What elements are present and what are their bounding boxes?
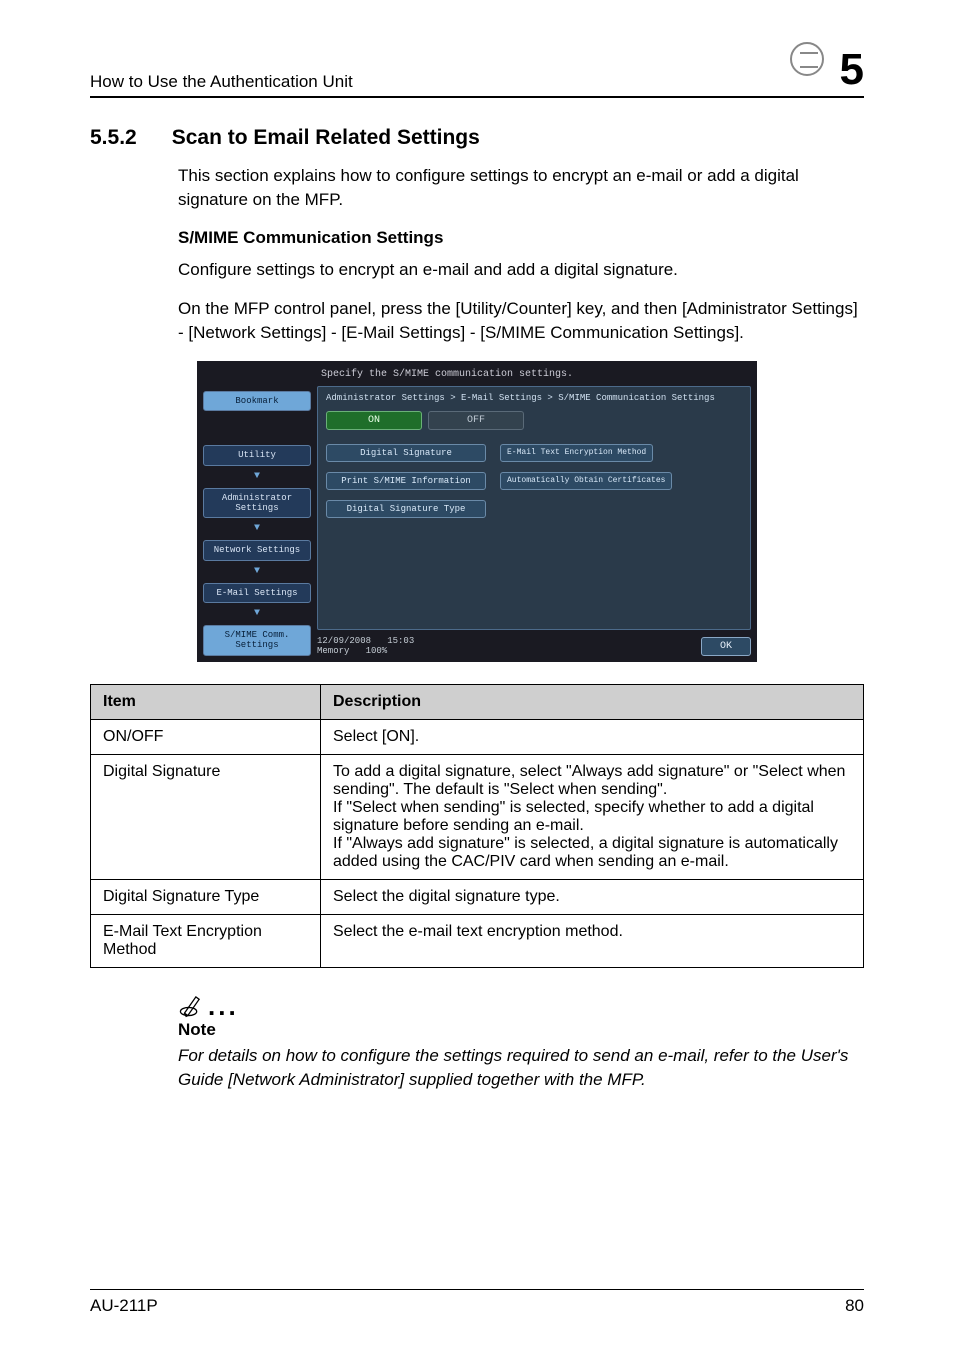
note-dots-icon: ... bbox=[208, 999, 239, 1015]
paragraph-1: Configure settings to encrypt an e-mail … bbox=[178, 258, 864, 282]
settings-table: Item Description ON/OFFSelect [ON].Digit… bbox=[90, 684, 864, 968]
panel-digital-signature-button[interactable]: Digital Signature bbox=[326, 444, 486, 462]
table-cell-item: Digital Signature bbox=[91, 754, 321, 879]
subheading: S/MIME Communication Settings bbox=[178, 228, 864, 248]
panel-network-settings-button[interactable]: Network Settings bbox=[203, 540, 311, 560]
panel-on-button[interactable]: ON bbox=[326, 411, 422, 430]
table-cell-desc: Select the digital signature type. bbox=[321, 879, 864, 914]
table-cell-desc: Select [ON]. bbox=[321, 719, 864, 754]
panel-instruction: Specify the S/MIME communication setting… bbox=[317, 367, 751, 386]
chapter-number: 5 bbox=[840, 45, 864, 94]
panel-ok-button[interactable]: OK bbox=[701, 637, 751, 656]
table-header-item: Item bbox=[91, 684, 321, 719]
table-cell-desc: To add a digital signature, select "Alwa… bbox=[321, 754, 864, 879]
table-cell-item: ON/OFF bbox=[91, 719, 321, 754]
panel-admin-settings-button[interactable]: Administrator Settings bbox=[203, 488, 311, 519]
panel-date: 12/09/2008 bbox=[317, 636, 371, 646]
section-title: Scan to Email Related Settings bbox=[172, 126, 480, 149]
header-decor-icon bbox=[790, 42, 824, 76]
panel-off-button[interactable]: OFF bbox=[428, 411, 524, 430]
arrow-down-icon: ▼ bbox=[203, 609, 311, 619]
running-header: How to Use the Authentication Unit bbox=[90, 72, 353, 92]
panel-bookmark-button[interactable]: Bookmark bbox=[203, 391, 311, 411]
table-cell-item: Digital Signature Type bbox=[91, 879, 321, 914]
panel-breadcrumb: Administrator Settings > E-Mail Settings… bbox=[326, 393, 742, 403]
arrow-down-icon: ▼ bbox=[203, 472, 311, 482]
panel-sig-type-button[interactable]: Digital Signature Type bbox=[326, 500, 486, 518]
intro-paragraph: This section explains how to configure s… bbox=[178, 164, 864, 212]
note-text: For details on how to configure the sett… bbox=[178, 1044, 864, 1092]
panel-time: 15:03 bbox=[387, 636, 414, 646]
table-cell-item: E-Mail Text Encryption Method bbox=[91, 914, 321, 967]
panel-smime-settings-button[interactable]: S/MIME Comm. Settings bbox=[203, 625, 311, 656]
panel-print-smime-button[interactable]: Print S/MIME Information bbox=[326, 472, 486, 490]
arrow-down-icon: ▼ bbox=[203, 524, 311, 534]
footer-page-number: 80 bbox=[845, 1296, 864, 1316]
arrow-down-icon: ▼ bbox=[203, 567, 311, 577]
panel-email-settings-button[interactable]: E-Mail Settings bbox=[203, 583, 311, 603]
table-row: ON/OFFSelect [ON]. bbox=[91, 719, 864, 754]
footer-model: AU-211P bbox=[90, 1296, 158, 1316]
note-label: Note bbox=[178, 1020, 864, 1040]
panel-auto-obtain-button[interactable]: Automatically Obtain Certificates bbox=[500, 472, 672, 490]
table-cell-desc: Select the e-mail text encryption method… bbox=[321, 914, 864, 967]
table-header-desc: Description bbox=[321, 684, 864, 719]
panel-memory-label: Memory bbox=[317, 646, 349, 656]
note-pen-icon bbox=[178, 992, 204, 1018]
table-row: E-Mail Text Encryption MethodSelect the … bbox=[91, 914, 864, 967]
panel-utility-button[interactable]: Utility bbox=[203, 445, 311, 465]
panel-email-text-enc-button[interactable]: E-Mail Text Encryption Method bbox=[500, 444, 653, 462]
paragraph-2: On the MFP control panel, press the [Uti… bbox=[178, 297, 864, 345]
mfp-panel-screenshot: Bookmark Utility ▼ Administrator Setting… bbox=[197, 361, 757, 662]
panel-memory-value: 100% bbox=[366, 646, 388, 656]
table-row: Digital Signature TypeSelect the digital… bbox=[91, 879, 864, 914]
table-row: Digital SignatureTo add a digital signat… bbox=[91, 754, 864, 879]
section-number: 5.5.2 bbox=[90, 126, 137, 149]
